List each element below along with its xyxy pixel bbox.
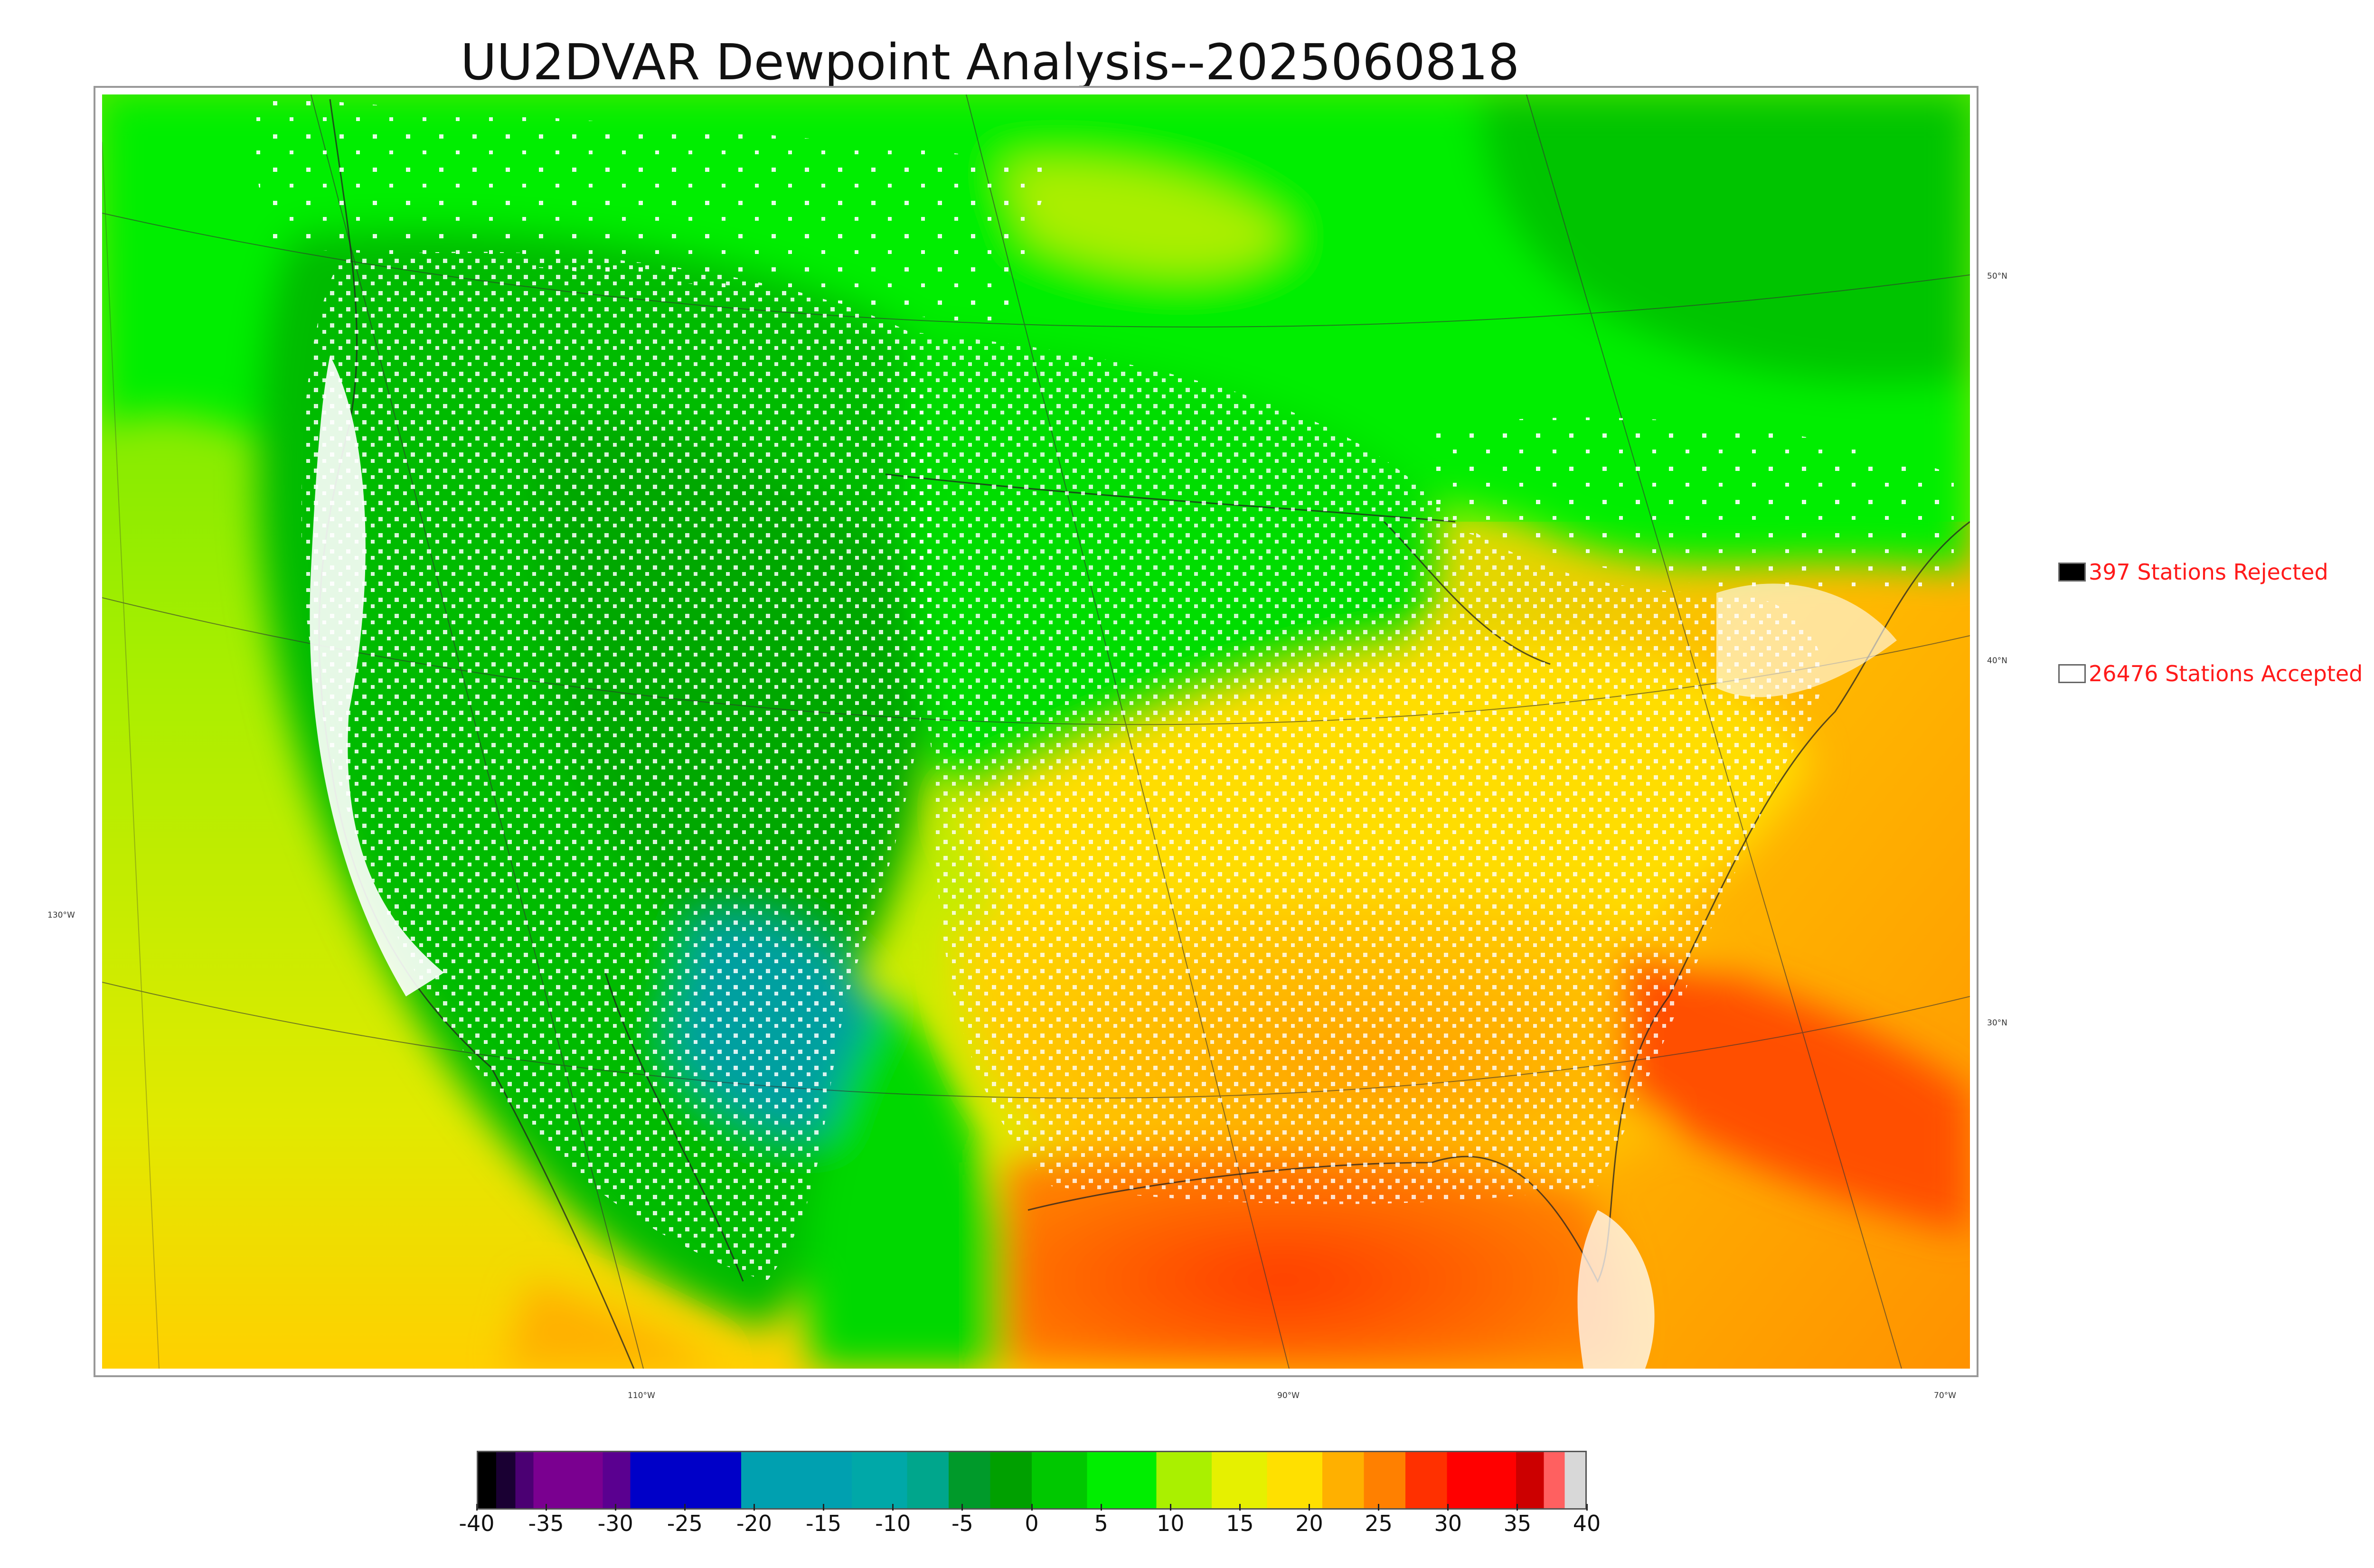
colorbar-tick-label: 10 (1156, 1511, 1185, 1536)
dewpoint-map[interactable] (102, 94, 1970, 1369)
colorbar-tick (1517, 1504, 1518, 1511)
lon-label-70w: 70°W (1934, 1391, 1956, 1400)
rejected-label: 397 Stations Rejected (2089, 559, 2328, 585)
colorbar-tick-label: -15 (806, 1511, 842, 1536)
colorbar-tick-label: 35 (1503, 1511, 1532, 1536)
colorbar-tick-label: -25 (667, 1511, 703, 1536)
colorbar-tick (1378, 1504, 1380, 1511)
colorbar-ticks: -40 -35 -30 -25 -20 -15 -10 -5 0 5 10 15 20 25 30 35 40 (459, 1504, 1601, 1542)
colorbar-tick-label: 30 (1434, 1511, 1462, 1536)
colorbar-tick (1239, 1504, 1241, 1511)
colorbar-tick-label: 25 (1365, 1511, 1393, 1536)
colorbar-tick (684, 1504, 686, 1511)
colorbar-tick (614, 1504, 616, 1511)
colorbar-tick-label: 20 (1295, 1511, 1323, 1536)
colorbar-tick (961, 1504, 963, 1511)
lat-label-40n: 40°N (1987, 656, 2007, 666)
colorbar-tick (823, 1504, 825, 1511)
map-frame (94, 86, 1978, 1377)
colorbar-tick (892, 1504, 894, 1511)
legend-accepted: 26476 Stations Accepted (2058, 661, 2363, 686)
colorbar-tick (1309, 1504, 1310, 1511)
colorbar-tick-label: 15 (1226, 1511, 1254, 1536)
colorbar-tick (1100, 1504, 1102, 1511)
lat-label-50n: 50°N (1987, 272, 2007, 281)
colorbar-tick-label: -30 (597, 1511, 633, 1536)
colorbar-tick (1031, 1504, 1033, 1511)
lon-label-90w: 90°W (1277, 1391, 1300, 1400)
map-title: UU2DVAR Dewpoint Analysis--2025060818 (460, 33, 1520, 91)
legend-rejected: 397 Stations Rejected (2058, 559, 2328, 585)
colorbar-tick-label: 5 (1094, 1511, 1108, 1536)
colorbar-tick-label: -40 (459, 1511, 495, 1536)
dewpoint-field (102, 94, 1970, 1369)
colorbar-tick-label: -5 (951, 1511, 973, 1536)
colorbar-tick (1586, 1504, 1588, 1511)
colorbar-tick-label: -10 (875, 1511, 911, 1536)
station-observations (245, 94, 1954, 1369)
colorbar-tick (1447, 1504, 1449, 1511)
colorbar-tick-label: 0 (1025, 1511, 1039, 1536)
colorbar-tick (754, 1504, 755, 1511)
rejected-swatch (2058, 563, 2086, 582)
lat-label-30n: 30°N (1987, 1018, 2007, 1028)
lon-label-130w: 130°W (47, 911, 75, 920)
colorbar-tick-label: -35 (528, 1511, 564, 1536)
colorbar-tick (476, 1504, 478, 1511)
colorbar-tick (545, 1504, 547, 1511)
colorbar-tick-label: 40 (1573, 1511, 1601, 1536)
colorbar-tick-label: -20 (736, 1511, 772, 1536)
lon-label-110w: 110°W (628, 1391, 655, 1400)
accepted-label: 26476 Stations Accepted (2089, 661, 2363, 686)
accepted-swatch (2058, 664, 2086, 683)
colorbar (477, 1451, 1587, 1510)
colorbar-tick (1169, 1504, 1171, 1511)
